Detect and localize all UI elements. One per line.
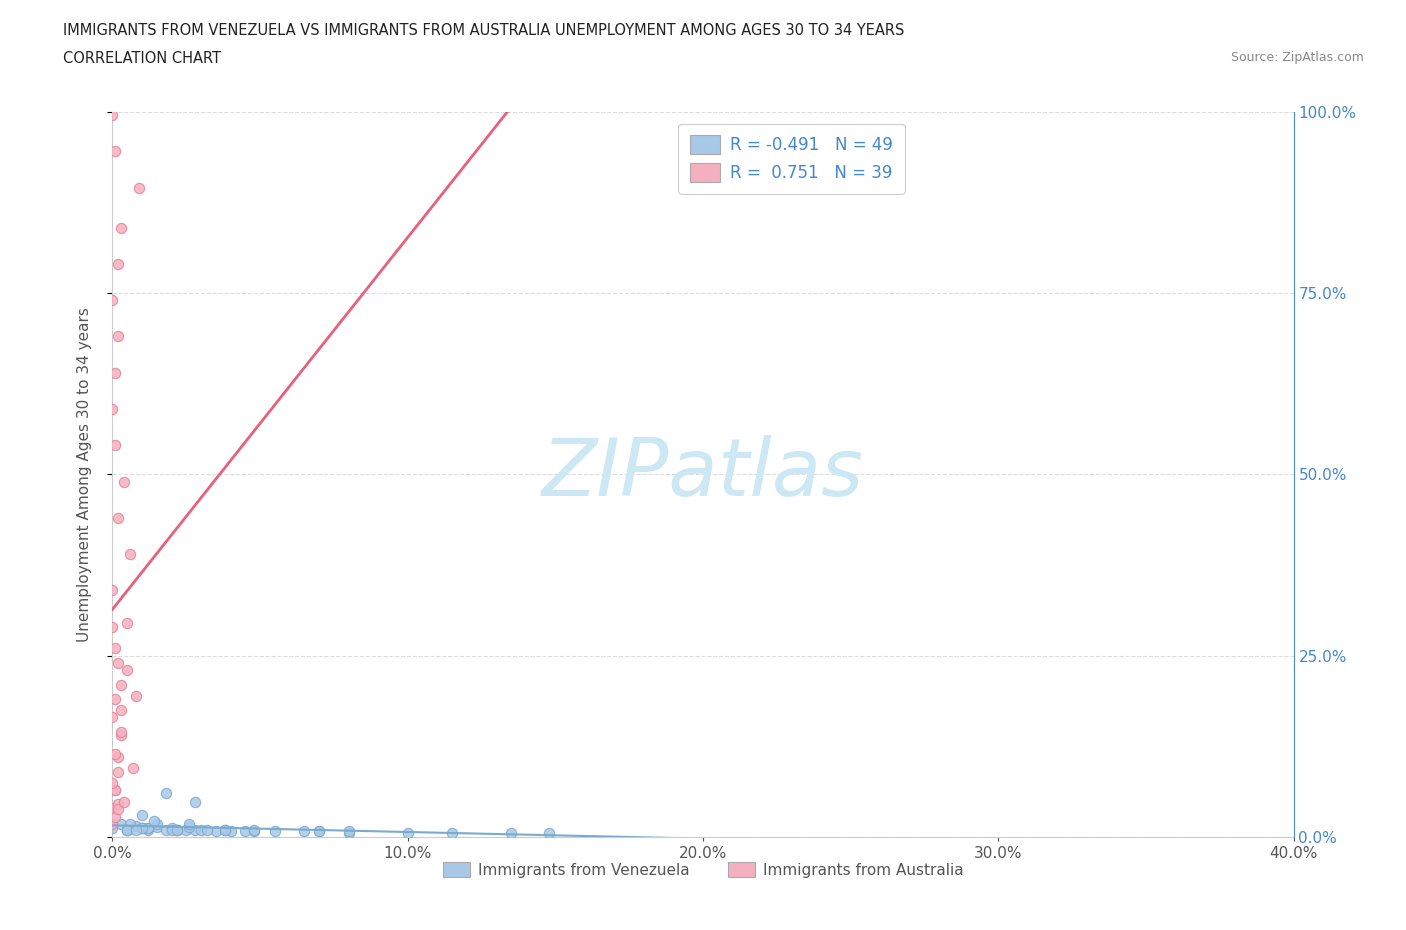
Point	[179, 819, 201, 834]
Point	[107, 257, 129, 272]
Point	[101, 801, 124, 816]
Point	[104, 782, 127, 797]
Point	[214, 822, 236, 837]
Point	[125, 822, 148, 837]
Point	[184, 822, 207, 837]
Point	[107, 797, 129, 812]
Point	[166, 822, 188, 837]
Point	[110, 677, 132, 692]
Point	[120, 547, 142, 562]
Point	[107, 764, 129, 779]
Point	[160, 821, 183, 836]
Point	[155, 822, 177, 837]
Point	[441, 825, 464, 840]
Point	[131, 821, 153, 836]
Point	[104, 746, 127, 761]
Point	[107, 750, 129, 764]
Point	[101, 821, 124, 836]
Point	[166, 822, 188, 837]
Point	[501, 825, 523, 840]
Point	[125, 688, 148, 703]
Point	[101, 583, 124, 598]
Point	[120, 817, 142, 831]
Point	[110, 728, 132, 743]
Point	[117, 663, 138, 678]
Text: Source: ZipAtlas.com: Source: ZipAtlas.com	[1230, 51, 1364, 64]
Point	[107, 329, 129, 344]
Point	[104, 782, 127, 797]
Point	[184, 795, 207, 810]
Point	[107, 511, 129, 525]
Point	[136, 821, 159, 836]
Point	[136, 821, 159, 836]
Text: IMMIGRANTS FROM VENEZUELA VS IMMIGRANTS FROM AUSTRALIA UNEMPLOYMENT AMONG AGES 3: IMMIGRANTS FROM VENEZUELA VS IMMIGRANTS …	[63, 23, 904, 38]
Point	[308, 824, 330, 839]
Point	[110, 220, 132, 235]
Point	[131, 821, 153, 836]
Point	[110, 703, 132, 718]
Point	[308, 824, 330, 839]
Point	[243, 824, 266, 839]
Point	[174, 822, 197, 837]
Point	[101, 108, 124, 123]
Point	[214, 822, 236, 837]
Point	[107, 656, 129, 671]
Point	[101, 619, 124, 634]
Point	[117, 822, 138, 837]
Y-axis label: Unemployment Among Ages 30 to 34 years: Unemployment Among Ages 30 to 34 years	[77, 307, 91, 642]
Legend: Immigrants from Venezuela, Immigrants from Australia: Immigrants from Venezuela, Immigrants fr…	[436, 856, 970, 884]
Point	[243, 822, 266, 837]
Point	[101, 402, 124, 417]
Point	[264, 824, 287, 839]
Point	[337, 824, 360, 839]
Text: ZIPatlas: ZIPatlas	[541, 435, 865, 513]
Point	[101, 817, 124, 831]
Point	[117, 822, 138, 837]
Point	[195, 822, 218, 837]
Point	[104, 809, 127, 824]
Point	[104, 641, 127, 656]
Point	[142, 814, 165, 829]
Point	[233, 824, 256, 839]
Point	[117, 616, 138, 631]
Point	[101, 710, 124, 724]
Text: CORRELATION CHART: CORRELATION CHART	[63, 51, 221, 66]
Point	[166, 822, 188, 837]
Point	[101, 776, 124, 790]
Point	[136, 822, 159, 837]
Point	[205, 824, 228, 839]
Point	[179, 817, 201, 831]
Point	[190, 822, 212, 837]
Point	[155, 786, 177, 801]
Point	[146, 819, 169, 834]
Point	[101, 293, 124, 308]
Point	[292, 824, 315, 839]
Point	[112, 795, 135, 810]
Point	[117, 822, 138, 837]
Point	[160, 822, 183, 837]
Point	[128, 180, 150, 195]
Point	[104, 438, 127, 453]
Point	[110, 817, 132, 831]
Point	[131, 808, 153, 823]
Point	[107, 802, 129, 817]
Point	[131, 821, 153, 836]
Point	[146, 817, 169, 831]
Point	[104, 365, 127, 380]
Point	[219, 824, 242, 839]
Point	[125, 818, 148, 833]
Point	[396, 825, 419, 840]
Point	[104, 144, 127, 159]
Point	[337, 825, 360, 840]
Point	[538, 825, 561, 840]
Point	[112, 474, 135, 489]
Point	[104, 692, 127, 707]
Point	[110, 724, 132, 739]
Point	[122, 761, 145, 776]
